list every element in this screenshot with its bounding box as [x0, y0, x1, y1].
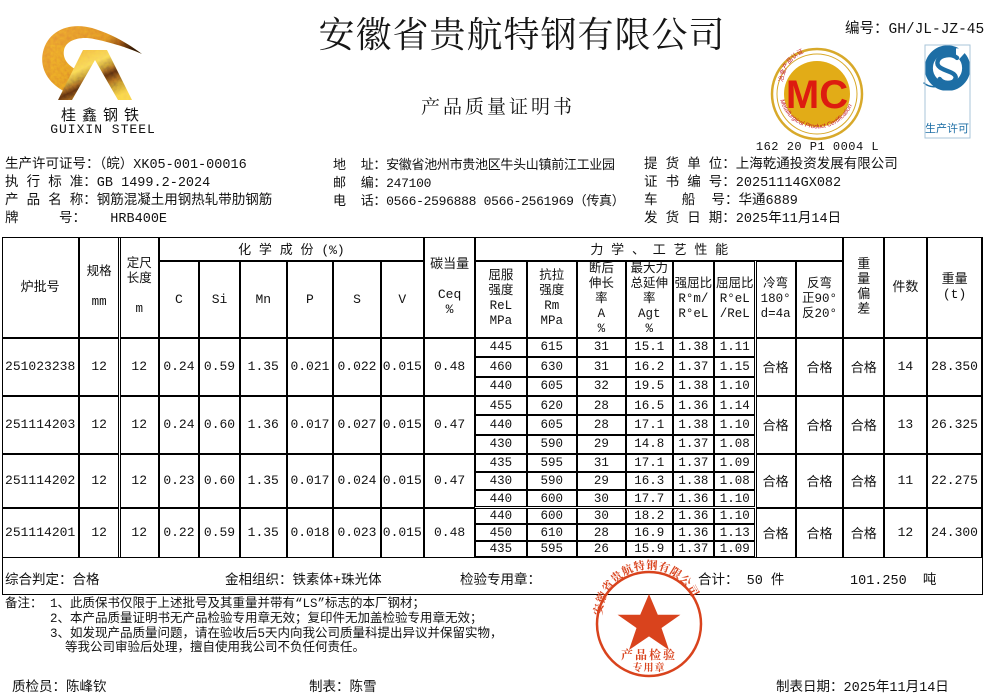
svg-text:产品检验: 产品检验 [621, 647, 677, 662]
svg-text:专用章: 专用章 [633, 661, 666, 674]
